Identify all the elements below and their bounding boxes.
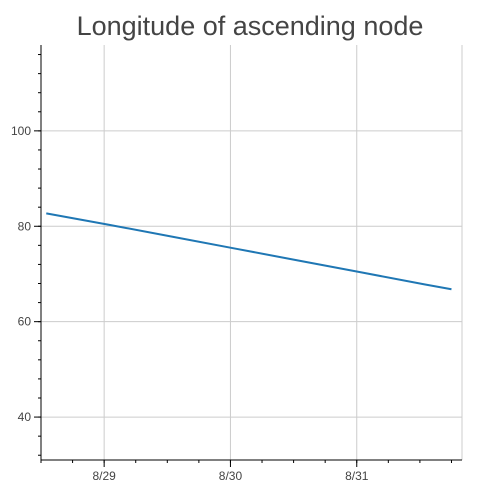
x-tick-label: 8/31 [345,469,369,483]
y-tick-label: 100 [11,124,31,138]
tick-labels: 40 60 80 100 8/29 8/30 8/31 [11,124,369,483]
y-tick-label: 80 [18,219,32,233]
x-tick-label: 8/29 [92,469,116,483]
x-tick-label: 8/30 [219,469,243,483]
series-line [46,212,452,291]
y-tick-label: 60 [18,315,32,329]
grid [41,45,463,460]
series-layer [46,212,452,291]
chart-title: Longitude of ascending node [77,11,424,41]
y-tick-label: 40 [18,410,32,424]
axes [34,45,462,467]
